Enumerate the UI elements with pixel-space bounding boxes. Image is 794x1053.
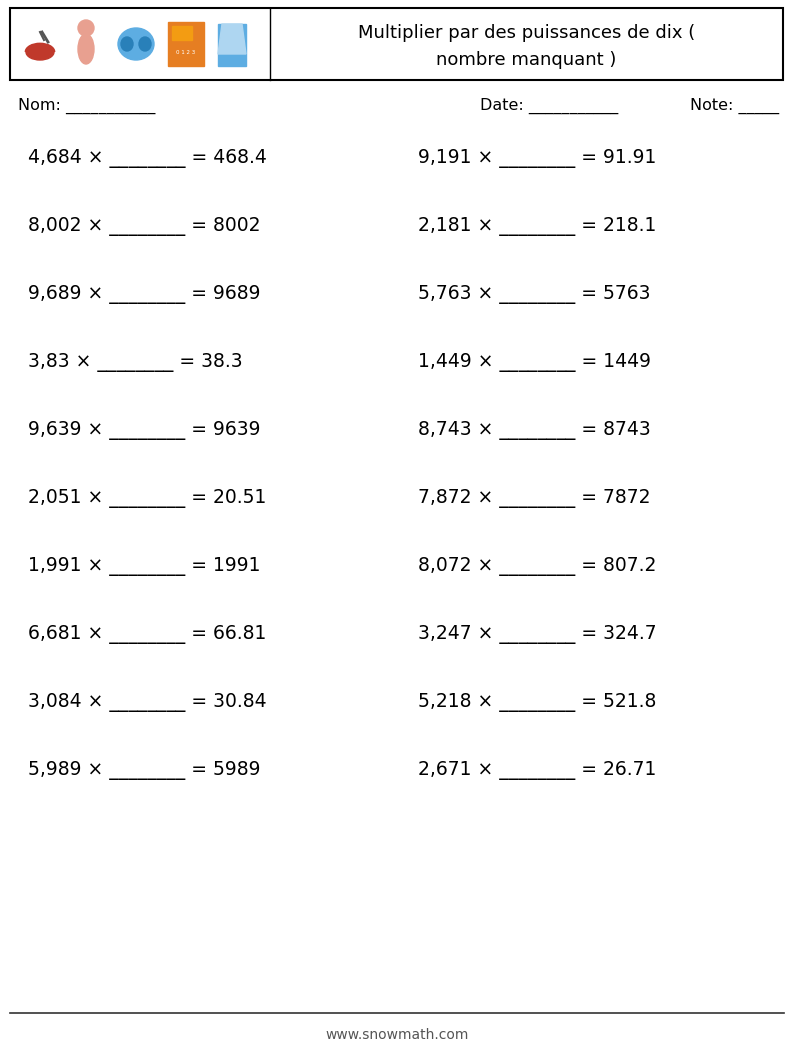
Text: Note: _____: Note: _____ (690, 98, 779, 114)
Text: 9,689 × ________ = 9689: 9,689 × ________ = 9689 (28, 284, 260, 303)
Text: www.snowmath.com: www.snowmath.com (326, 1028, 468, 1042)
Text: 8,002 × ________ = 8002: 8,002 × ________ = 8002 (28, 217, 260, 236)
Bar (168, 22, 204, 66)
Text: 1,449 × ________ = 1449: 1,449 × ________ = 1449 (418, 353, 651, 372)
Text: 4,684 × ________ = 468.4: 4,684 × ________ = 468.4 (28, 148, 267, 167)
Text: Nom: ___________: Nom: ___________ (18, 98, 156, 114)
Bar (10, 8, 783, 80)
Text: 2,181 × ________ = 218.1: 2,181 × ________ = 218.1 (418, 217, 657, 236)
Text: nombre manquant ): nombre manquant ) (437, 51, 617, 68)
Text: 9,639 × ________ = 9639: 9,639 × ________ = 9639 (28, 420, 260, 439)
Text: Date: ___________: Date: ___________ (480, 98, 619, 114)
Polygon shape (218, 24, 246, 54)
Text: 5,763 × ________ = 5763: 5,763 × ________ = 5763 (418, 284, 650, 303)
Text: 9,191 × ________ = 91.91: 9,191 × ________ = 91.91 (418, 148, 657, 167)
Ellipse shape (26, 44, 54, 60)
Text: 8,743 × ________ = 8743: 8,743 × ________ = 8743 (418, 420, 651, 439)
Text: 1,991 × ________ = 1991: 1,991 × ________ = 1991 (28, 556, 260, 576)
Text: 5,218 × ________ = 521.8: 5,218 × ________ = 521.8 (418, 693, 657, 712)
Text: 3,084 × ________ = 30.84: 3,084 × ________ = 30.84 (28, 693, 267, 712)
Text: 8,072 × ________ = 807.2: 8,072 × ________ = 807.2 (418, 556, 657, 576)
Bar (218, 24, 246, 66)
Text: 7,872 × ________ = 7872: 7,872 × ________ = 7872 (418, 489, 650, 508)
Text: 2,051 × ________ = 20.51: 2,051 × ________ = 20.51 (28, 489, 266, 508)
Ellipse shape (118, 28, 154, 60)
Text: 3,247 × ________ = 324.7: 3,247 × ________ = 324.7 (418, 624, 657, 643)
Text: 6,681 × ________ = 66.81: 6,681 × ________ = 66.81 (28, 624, 266, 643)
Text: 0 1 2 3: 0 1 2 3 (176, 49, 195, 55)
Text: 2,671 × ________ = 26.71: 2,671 × ________ = 26.71 (418, 760, 657, 779)
Bar (172, 26, 192, 40)
Ellipse shape (78, 34, 94, 64)
Text: 3,83 × ________ = 38.3: 3,83 × ________ = 38.3 (28, 353, 243, 372)
Ellipse shape (139, 37, 151, 51)
Circle shape (78, 20, 94, 36)
Ellipse shape (121, 37, 133, 51)
Text: Multiplier par des puissances de dix (: Multiplier par des puissances de dix ( (358, 24, 695, 42)
Text: 5,989 × ________ = 5989: 5,989 × ________ = 5989 (28, 760, 260, 779)
